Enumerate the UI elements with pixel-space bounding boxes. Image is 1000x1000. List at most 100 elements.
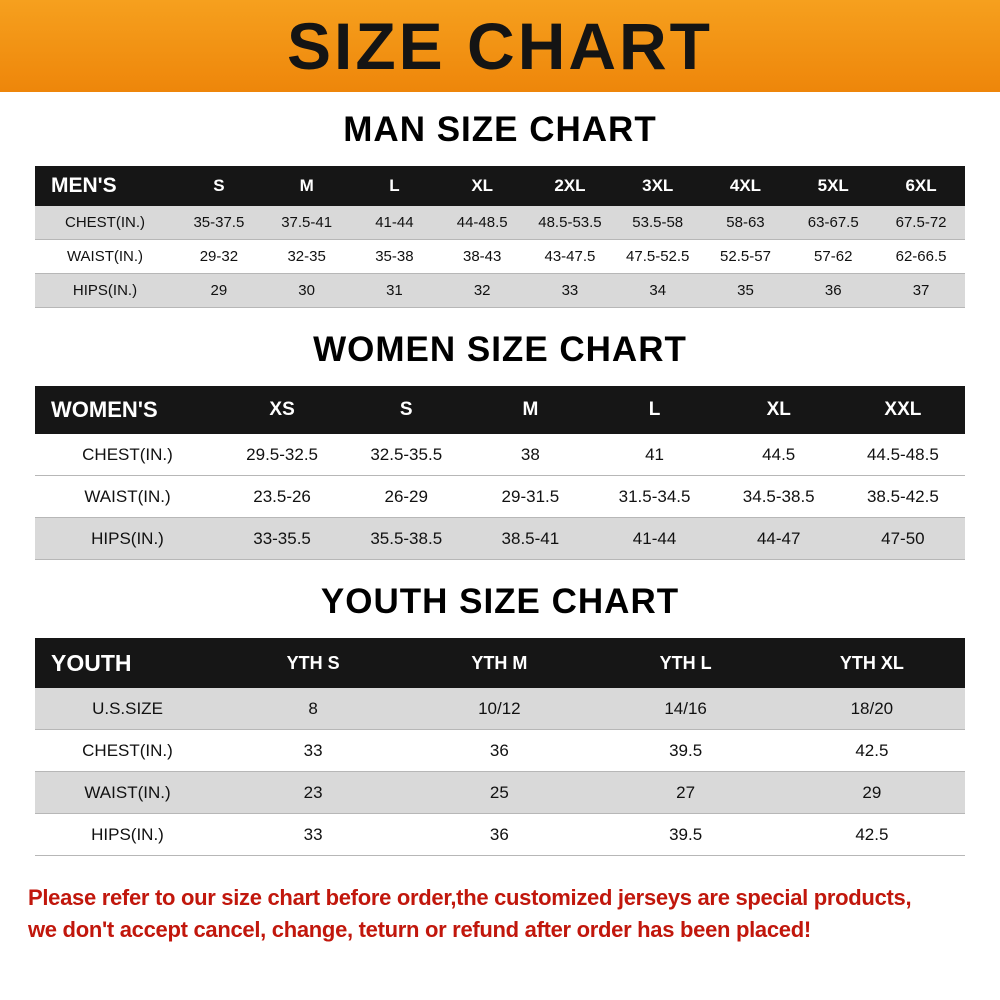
column-header: M [262,166,351,206]
column-header: XL [438,166,527,206]
table-cell: 39.5 [592,729,779,772]
table-cell: 30 [262,273,351,308]
table-cell: 33 [220,813,407,856]
table-cell: 38 [468,434,593,476]
table-cell: 29 [175,273,263,308]
table-cell: 35 [701,273,790,308]
table-header-row: MEN'S S M L XL 2XL 3XL 4XL 5XL 6XL [35,166,965,206]
table-cell: 34 [613,273,702,308]
row-label: CHEST(IN.) [35,729,220,772]
table-cell: 14/16 [592,688,779,730]
table-cell: 27 [592,771,779,814]
row-label: HIPS(IN.) [35,273,175,308]
table-cell: 37 [877,273,965,308]
table-row: CHEST(IN.) 33 36 39.5 42.5 [35,729,965,772]
column-header: L [592,386,717,434]
footer-disclaimer: Please refer to our size chart before or… [28,882,1000,946]
table-cell: 43-47.5 [526,239,614,274]
table-cell: 35-38 [350,239,439,274]
table-cell: 34.5-38.5 [716,475,841,518]
row-label: U.S.SIZE [35,688,220,730]
table-cell: 41-44 [350,206,439,240]
row-label: HIPS(IN.) [35,517,220,560]
table-cell: 37.5-41 [262,206,351,240]
column-header: 4XL [701,166,790,206]
table-cell: 41-44 [592,517,717,560]
table-cell: 8 [220,688,407,730]
row-label: WAIST(IN.) [35,475,220,518]
column-header: S [344,386,469,434]
table-cell: 36 [406,729,593,772]
column-header: YTH M [406,638,593,688]
table-cell: 18/20 [778,688,965,730]
page-title: SIZE CHART [287,9,713,83]
table-cell: 32 [438,273,527,308]
row-label: WAIST(IN.) [35,239,175,274]
column-header: M [468,386,593,434]
table-cell: 57-62 [789,239,878,274]
table-cell: 31.5-34.5 [592,475,717,518]
column-header: L [350,166,439,206]
women-section-heading: WOMEN SIZE CHART [313,330,687,369]
column-header: YTH XL [778,638,965,688]
table-cell: 38.5-42.5 [840,475,965,518]
row-label: HIPS(IN.) [35,813,220,856]
women-size-table: WOMEN'S XS S M L XL XXL CHEST(IN.) 29.5-… [35,386,965,560]
table-cell: 42.5 [778,813,965,856]
table-row: CHEST(IN.) 29.5-32.5 32.5-35.5 38 41 44.… [35,434,965,476]
table-cell: 23 [220,771,407,814]
table-cell: 33 [526,273,614,308]
men-size-table: MEN'S S M L XL 2XL 3XL 4XL 5XL 6XL CHEST… [35,166,965,308]
column-header: YTH L [592,638,779,688]
table-cell: 48.5-53.5 [526,206,614,240]
column-header: 2XL [526,166,614,206]
table-cell: 33-35.5 [220,517,345,560]
table-cell: 25 [406,771,593,814]
footer-disclaimer-line1: Please refer to our size chart before or… [28,885,912,910]
table-row: U.S.SIZE 8 10/12 14/16 18/20 [35,688,965,730]
youth-size-table: YOUTH YTH S YTH M YTH L YTH XL U.S.SIZE … [35,638,965,856]
table-cell: 36 [406,813,593,856]
men-section-heading: MAN SIZE CHART [343,110,657,149]
row-label: CHEST(IN.) [35,206,175,240]
table-cell: 62-66.5 [877,239,965,274]
table-cell: 29-31.5 [468,475,593,518]
table-cell: 26-29 [344,475,469,518]
column-header: 6XL [877,166,965,206]
table-cell: 29 [778,771,965,814]
table-row: WAIST(IN.) 29-32 32-35 35-38 38-43 43-47… [35,239,965,274]
table-cell: 42.5 [778,729,965,772]
table-cell: 38-43 [438,239,527,274]
column-header: XXL [840,386,965,434]
column-header: YTH S [220,638,407,688]
table-cell: 23.5-26 [220,475,345,518]
table-row: WAIST(IN.) 23.5-26 26-29 29-31.5 31.5-34… [35,475,965,518]
column-header: XL [716,386,841,434]
youth-section-heading: YOUTH SIZE CHART [320,582,680,621]
table-cell: 44.5-48.5 [840,434,965,476]
table-cell: 39.5 [592,813,779,856]
row-label: CHEST(IN.) [35,434,220,476]
table-cell: 33 [220,729,407,772]
table-cell: 35.5-38.5 [344,517,469,560]
table-cell: 32-35 [262,239,351,274]
table-header-row: YOUTH YTH S YTH M YTH L YTH XL [35,638,965,688]
men-table-label: MEN'S [35,166,175,206]
table-cell: 29.5-32.5 [220,434,345,476]
table-row: HIPS(IN.) 33-35.5 35.5-38.5 38.5-41 41-4… [35,517,965,560]
column-header: XS [220,386,345,434]
footer-disclaimer-line2: we don't accept cancel, change, teturn o… [28,916,811,942]
table-cell: 36 [789,273,878,308]
table-cell: 41 [592,434,717,476]
table-cell: 44-47 [716,517,841,560]
table-row: HIPS(IN.) 29 30 31 32 33 34 35 36 37 [35,273,965,308]
table-header-row: WOMEN'S XS S M L XL XXL [35,386,965,434]
table-cell: 32.5-35.5 [344,434,469,476]
women-table-label: WOMEN'S [35,386,220,434]
table-row: CHEST(IN.) 35-37.5 37.5-41 41-44 44-48.5… [35,206,965,240]
table-cell: 35-37.5 [175,206,263,240]
table-cell: 10/12 [406,688,593,730]
column-header: 3XL [613,166,702,206]
table-cell: 47.5-52.5 [613,239,702,274]
